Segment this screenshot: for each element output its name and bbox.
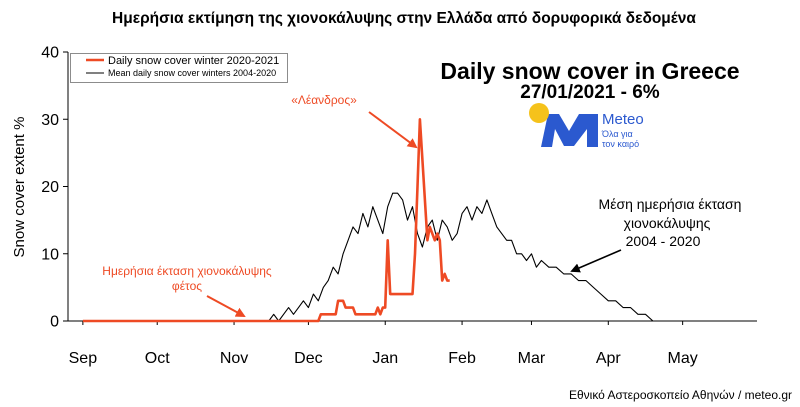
- x-tick-label: Dec: [294, 350, 322, 367]
- sun-icon: [529, 103, 549, 123]
- x-tick-label: Jan: [372, 350, 398, 367]
- annotation-text: χιονοκάλυψης: [624, 215, 711, 231]
- legend-label: Mean daily snow cover winters 2004-2020: [108, 68, 276, 78]
- legend-label: Daily snow cover winter 2020-2021: [108, 55, 279, 67]
- logo-name: Meteo: [602, 111, 644, 128]
- plot-area: 0 10 20 30 40 Sep Oct Nov Dec Jan Feb Mar Apr May: [41, 45, 757, 367]
- series-line-daily-2020-2021: [82, 118, 450, 323]
- x-tick-label: May: [668, 350, 698, 367]
- annotation-text: φέτος: [172, 279, 202, 293]
- logo-tagline: Όλα για: [601, 129, 633, 139]
- y-tick-label: 40: [41, 45, 59, 62]
- chart-heading: Ημερήσια εκτίμηση της χιονοκάλυψης στην …: [112, 10, 696, 27]
- x-tick-label: Oct: [145, 350, 170, 367]
- source-credit: Εθνικό Αστεροσκοπείο Αθηνών / meteo.gr: [569, 388, 792, 402]
- annotation-leandros: «Λέανδρος»: [291, 93, 418, 149]
- chart-subtitle: 27/01/2021 - 6%: [520, 82, 660, 103]
- x-ticks: Sep Oct Nov Dec Jan Feb Mar Apr May: [69, 321, 698, 367]
- y-tick-label: 10: [41, 246, 59, 263]
- x-tick-label: Nov: [220, 350, 248, 367]
- y-axis-label: Snow cover extent %: [11, 117, 28, 258]
- x-tick-label: Sep: [69, 350, 98, 367]
- annotation-text: Ημερήσια έκταση χιονοκάλυψης: [102, 264, 272, 278]
- annotation-this-year: Ημερήσια έκταση χιονοκάλυψης φέτος: [102, 264, 272, 317]
- legend-item: Mean daily snow cover winters 2004-2020: [86, 68, 276, 78]
- y-tick-label: 30: [41, 112, 59, 129]
- logo-tagline: τον καιρό: [602, 139, 639, 149]
- legend-item: Daily snow cover winter 2020-2021: [86, 55, 279, 67]
- chart-title: Daily snow cover in Greece: [440, 58, 739, 84]
- x-tick-label: Mar: [518, 350, 546, 367]
- y-tick-label: 0: [50, 314, 59, 331]
- meteo-logo: Meteo Όλα για τον καιρό: [529, 103, 644, 149]
- legend: Daily snow cover winter 2020-2021 Mean d…: [70, 53, 288, 83]
- annotation-arrow: [570, 249, 622, 273]
- annotation-arrow: [206, 295, 246, 317]
- annotation-text: 2004 - 2020: [626, 233, 701, 249]
- x-tick-label: Apr: [596, 350, 622, 367]
- annotation-mean: Μέση ημερήσια έκταση χιονοκάλυψης 2004 -…: [570, 196, 742, 273]
- y-ticks: 0 10 20 30 40: [41, 45, 68, 331]
- annotation-arrow: [368, 111, 418, 149]
- x-tick-label: Feb: [448, 350, 476, 367]
- y-tick-label: 20: [41, 179, 59, 196]
- meteo-logo-icon: [541, 114, 598, 147]
- legend-box: [70, 53, 288, 83]
- annotation-text: «Λέανδρος»: [291, 93, 357, 107]
- annotation-text: Μέση ημερήσια έκταση: [599, 196, 742, 212]
- series-line-mean-2004-2020: [82, 192, 757, 322]
